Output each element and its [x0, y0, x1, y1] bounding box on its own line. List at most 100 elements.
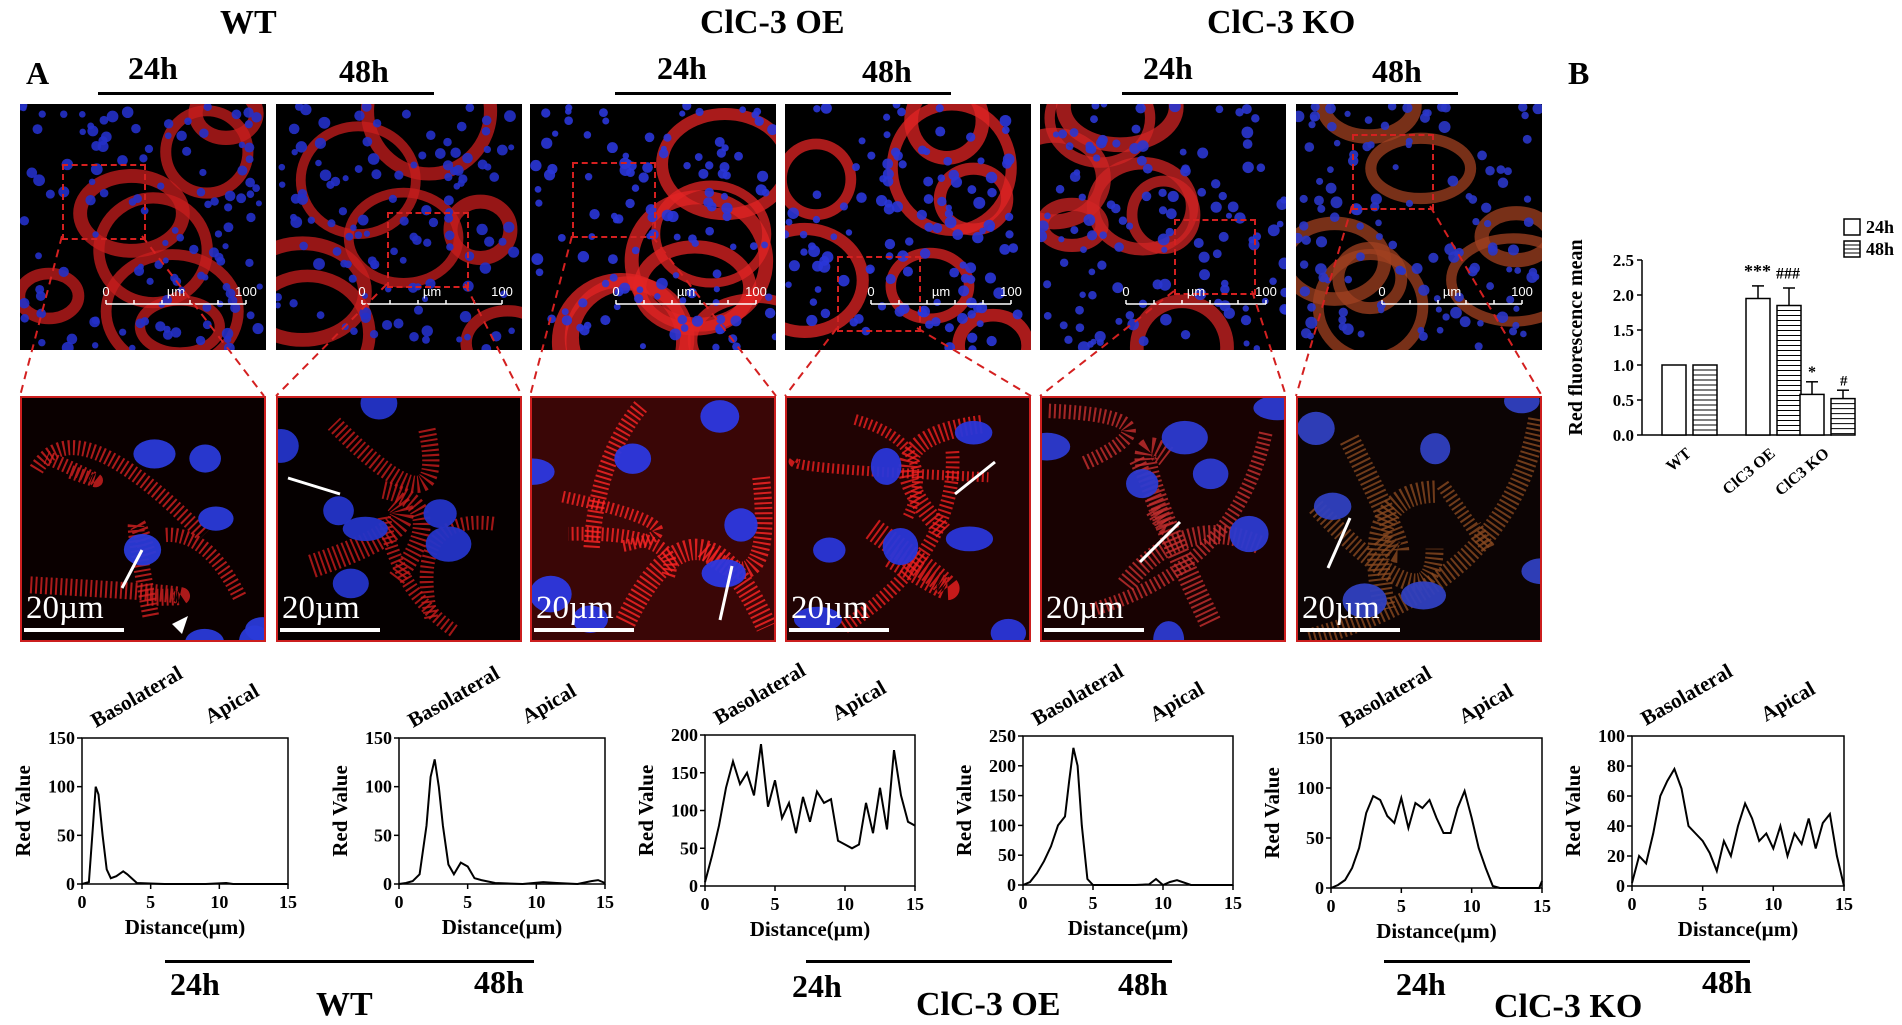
- footer-title-oe: ClC-3 OE: [916, 986, 1061, 1023]
- significance-label: #: [1840, 373, 1848, 389]
- scale-bar-label: 20µm: [282, 590, 360, 626]
- x-axis-label: Distance(µm): [442, 915, 563, 939]
- apical-label: Apical: [1146, 676, 1209, 726]
- y-tick-label: 0: [66, 874, 75, 894]
- y-tick-label: 100: [671, 801, 698, 821]
- x-tick-label: 0: [1327, 896, 1336, 916]
- group-title-ko: ClC-3 KO: [1207, 4, 1356, 41]
- y-axis-label: Red Value: [952, 765, 976, 857]
- y-tick-label: 250: [989, 726, 1016, 746]
- roi-box: [837, 256, 921, 332]
- scale-bar: [280, 628, 380, 632]
- line-scan-marker: [120, 549, 144, 589]
- y-tick-label: 40: [1607, 816, 1625, 836]
- y-tick-label: 50: [998, 845, 1016, 865]
- basolateral-label: Basolateral: [1637, 659, 1737, 731]
- zoom-ko-48h: 20µm: [1296, 396, 1542, 642]
- y-tick-label: 60: [1607, 786, 1625, 806]
- x-tick-label: 10: [1764, 894, 1782, 914]
- bar-chart-red-fluorescence: 0.0 0.5 1.0 1.5 2.0 2.5 Red fluorescence mean W…: [1560, 195, 1902, 499]
- y-tick-label: 0.0: [1613, 426, 1634, 445]
- roi-box: [1352, 134, 1434, 210]
- svg-text:100: 100: [1000, 284, 1022, 299]
- significance-label: ###: [1776, 266, 1800, 283]
- header-rule-wt: [98, 92, 434, 95]
- apical-label: Apical: [1455, 678, 1518, 728]
- x-tick-label: 15: [1835, 894, 1853, 914]
- basolateral-label: Basolateral: [1336, 661, 1436, 733]
- group-title-oe: ClC-3 OE: [700, 4, 845, 41]
- y-tick-label: 50: [374, 825, 392, 845]
- basolateral-label: Basolateral: [1028, 659, 1128, 731]
- x-tick-label: 10: [527, 892, 545, 912]
- profile-plot-ko-48h: 0 20 40 60 80 100 0 5 10 15 Distance(µm) Red Value B…: [1552, 636, 1902, 956]
- apical-label: Apical: [201, 678, 264, 728]
- bar-24h-WT: [1661, 364, 1687, 436]
- x-axis-label: Distance(µm): [750, 917, 871, 941]
- y-axis-label: Red fluorescence mean: [1565, 239, 1587, 435]
- profile-plot-oe-48h: 0 50 100 150 200 250 0 5 10 15 Distance(µm) Red Val…: [940, 636, 1260, 956]
- time-label-oe-24h: 24h: [657, 50, 707, 86]
- y-tick-label: 150: [1297, 728, 1324, 748]
- line-scan-marker: [718, 565, 734, 621]
- x-tick-label: 5: [1089, 893, 1098, 913]
- header-rule-oe: [615, 92, 951, 95]
- y-tick-label: 50: [57, 825, 75, 845]
- y-tick-label: 0: [1007, 875, 1016, 895]
- svg-text:100: 100: [491, 284, 513, 299]
- micrograph-oe-24h: 0 µm 100: [530, 104, 776, 350]
- footer-rule-ko: [1384, 960, 1750, 963]
- x-tick-label: 0: [395, 892, 404, 912]
- footer-time-wt-48h: 48h: [474, 964, 524, 1000]
- x-axis-label: Distance(µm): [125, 915, 246, 939]
- group-title-wt: WT: [220, 4, 277, 41]
- svg-text:0: 0: [1122, 284, 1129, 299]
- panel-b-label: B: [1568, 55, 1590, 91]
- svg-text:µm: µm: [423, 284, 441, 299]
- profile-line: [398, 759, 606, 886]
- y-tick-label: 0: [689, 876, 698, 896]
- profile-line: [1022, 747, 1233, 887]
- y-tick-label: 200: [989, 756, 1016, 776]
- scale-bar: [24, 628, 124, 632]
- x-tick-label: 15: [279, 892, 297, 912]
- svg-text:0: 0: [1378, 284, 1385, 299]
- footer-time-ko-48h: 48h: [1702, 964, 1752, 1000]
- zoom-wt-24h: 20µm: [20, 396, 266, 642]
- y-tick-label: 20: [1607, 846, 1625, 866]
- x-axis-label: Distance(µm): [1068, 916, 1189, 940]
- x-tick-label: 5: [1397, 896, 1406, 916]
- zoom-wt-48h: 20µm: [276, 396, 522, 642]
- time-label-ko-48h: 48h: [1372, 53, 1422, 89]
- y-axis-label: Red Value: [1260, 767, 1284, 859]
- profile-line: [704, 743, 916, 883]
- time-label-wt-48h: 48h: [339, 53, 389, 89]
- profile-plot-ko-24h: 0 50 100 150 0 5 10 15 Distance(µm) Red Value Baso…: [1245, 636, 1565, 956]
- scale-bar: [1044, 628, 1144, 632]
- svg-text:0: 0: [358, 284, 365, 299]
- bar-24h-ClC3-OE: [1745, 297, 1771, 436]
- profile-plot-oe-24h: 0 50 100 150 200 0 5 10 15 Distance(µm) Red Value B…: [630, 636, 950, 956]
- scale-bar-label: 20µm: [791, 590, 869, 626]
- x-tick-label: 15: [906, 894, 924, 914]
- basolateral-label: Basolateral: [404, 661, 504, 733]
- y-tick-label: 150: [48, 728, 75, 748]
- y-tick-label: 0: [1315, 878, 1324, 898]
- line-scan-marker: [287, 476, 341, 496]
- apical-label: Apical: [1757, 676, 1820, 726]
- svg-text:µm: µm: [167, 284, 185, 299]
- scale-bar: [789, 628, 889, 632]
- y-axis-label: Red Value: [634, 765, 658, 857]
- category-label: WT: [1663, 445, 1695, 475]
- basolateral-label: Basolateral: [87, 661, 187, 733]
- y-tick-label: 1.5: [1613, 321, 1634, 340]
- svg-text:0: 0: [867, 284, 874, 299]
- svg-text:100: 100: [1255, 284, 1277, 299]
- y-tick-label: 100: [989, 815, 1016, 835]
- category-label: ClC3 KO: [1772, 445, 1832, 495]
- y-tick-label: 150: [365, 728, 392, 748]
- roi-box: [387, 212, 469, 288]
- y-axis-label: Red Value: [1561, 765, 1585, 857]
- profile-line: [1631, 766, 1845, 887]
- scale-bar-label: 20µm: [1046, 590, 1124, 626]
